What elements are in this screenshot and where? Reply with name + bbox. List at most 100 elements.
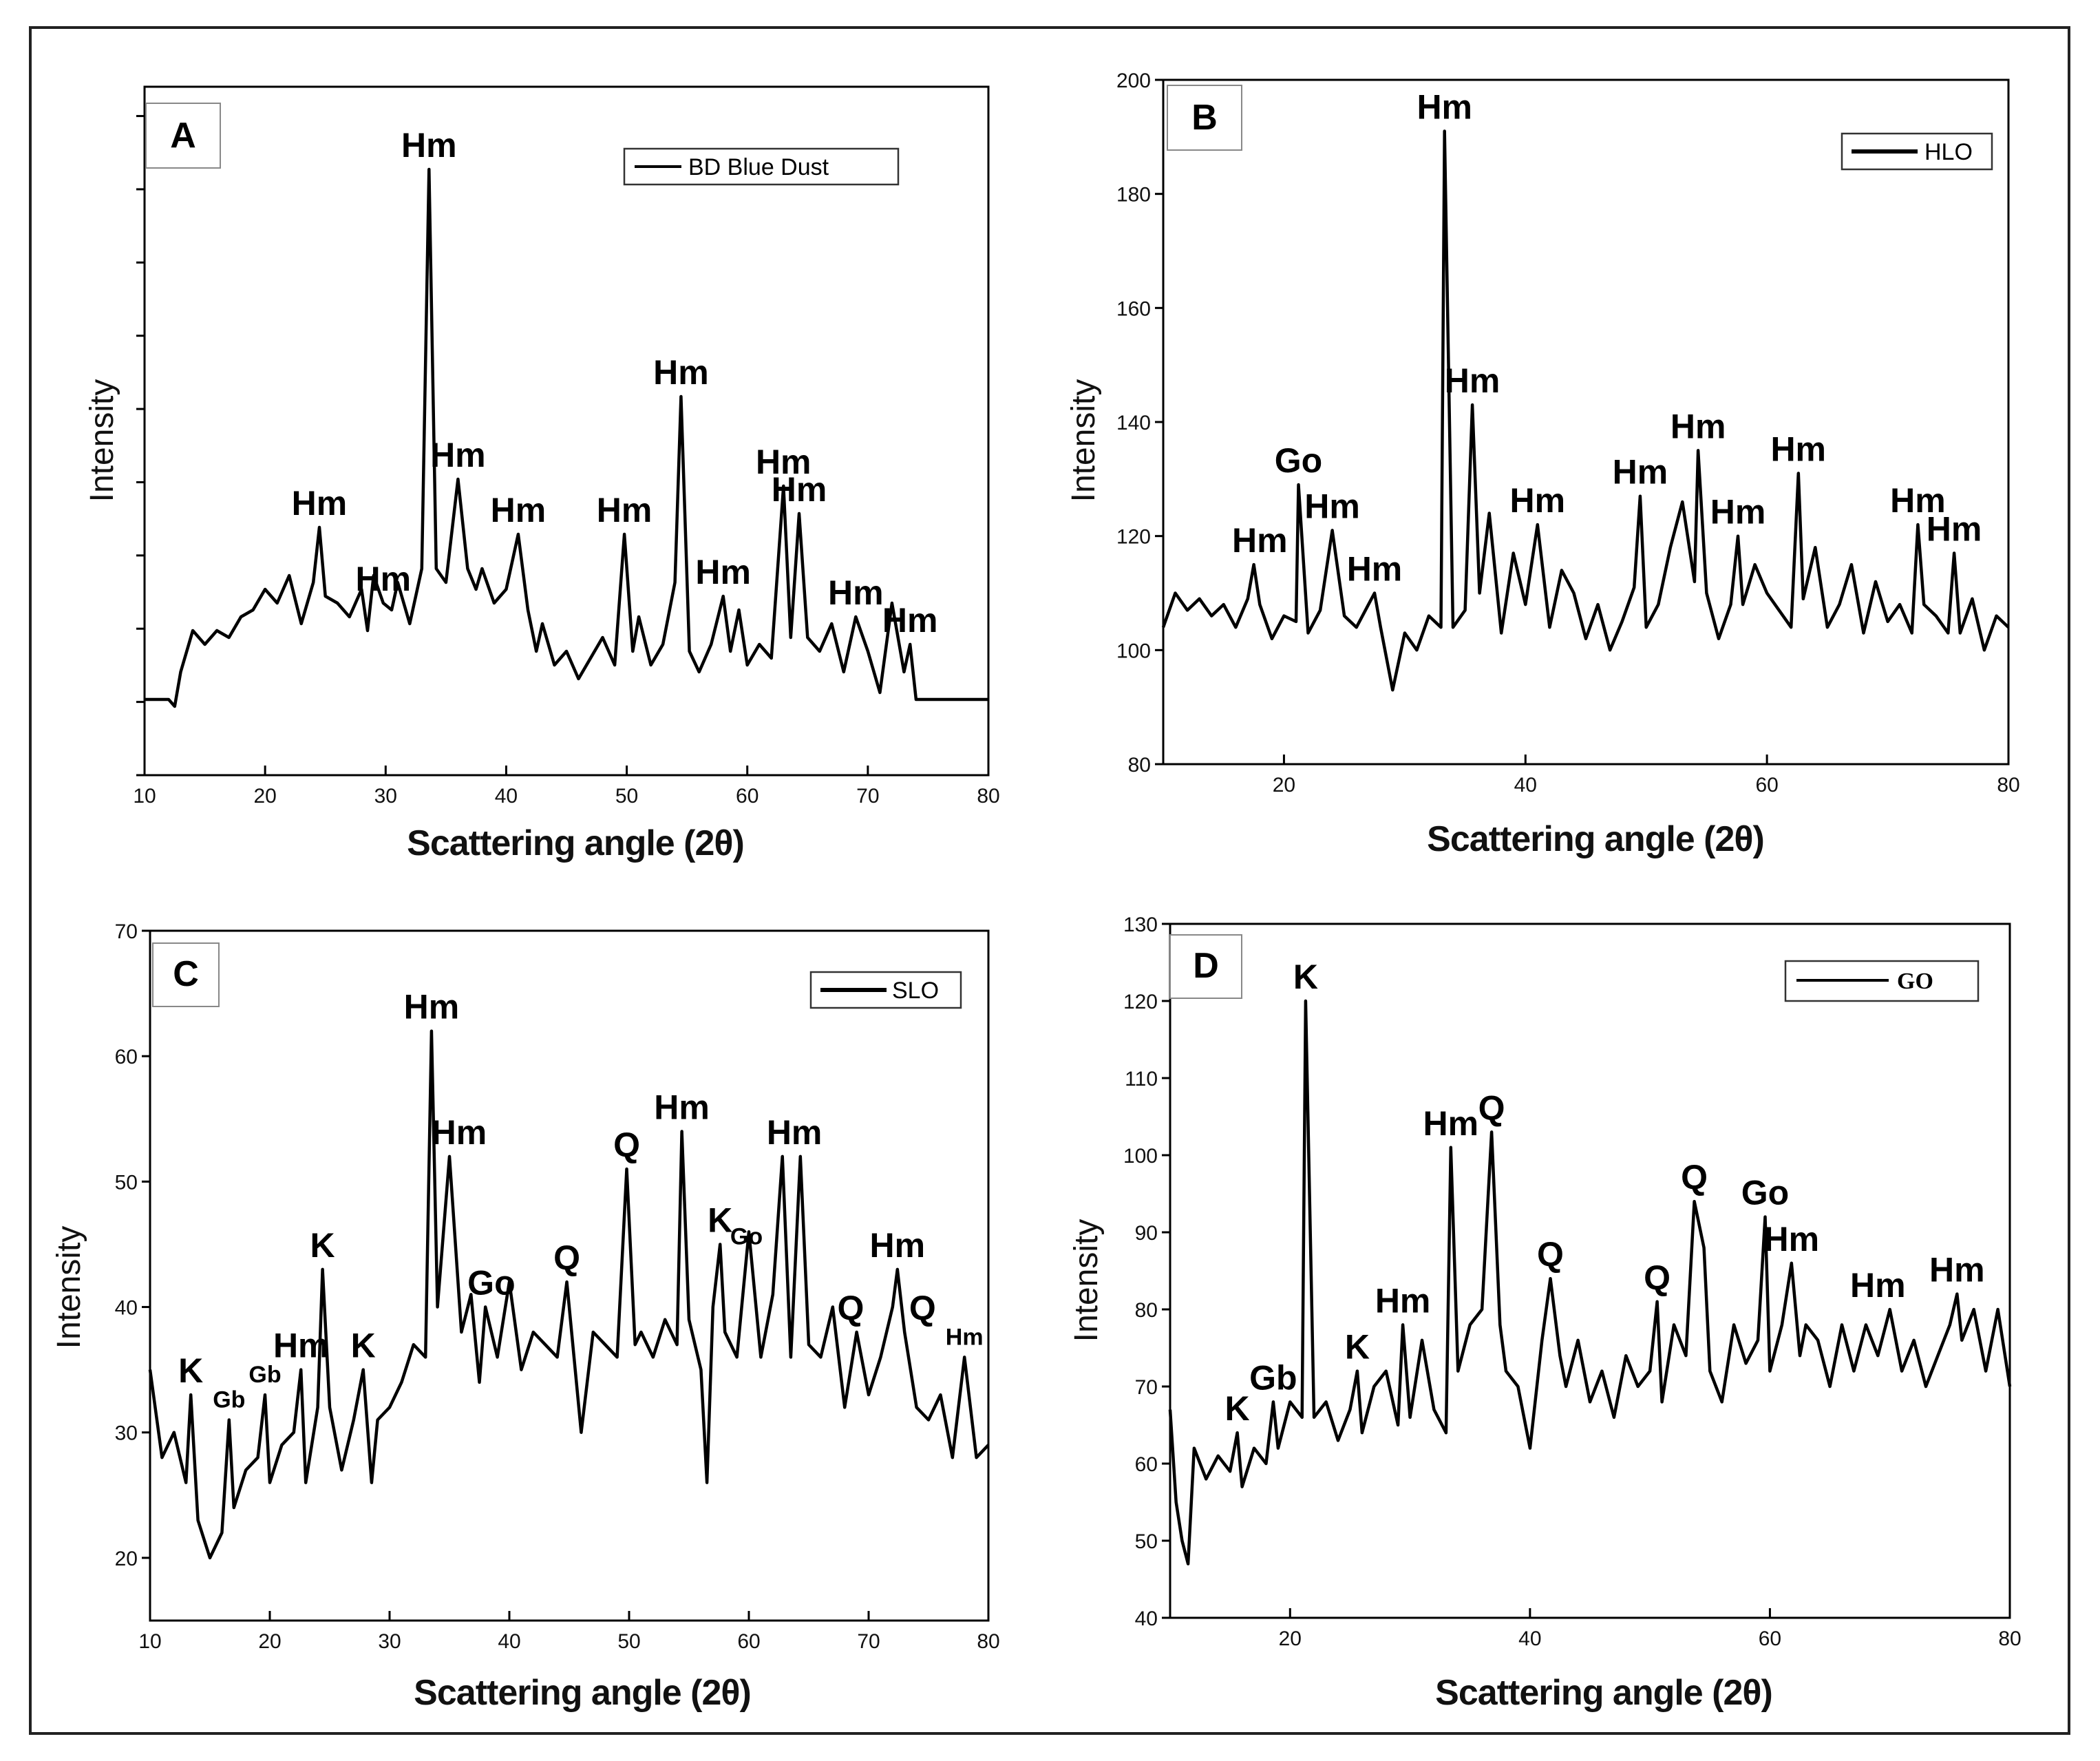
panel-b-x-tick-label: 40 [1514,774,1537,797]
panel-a-x-tick-label: 50 [615,785,638,808]
panel-d-plot: 20 40 60 80405060708090100110120130KGbKHmKH… [1123,914,2022,1650]
panel-d-y-tick-label: 40 [1135,1607,1158,1630]
panel-d-y-tick-label: 70 [1135,1376,1158,1399]
panel-c-peak-label: Q [909,1289,936,1327]
panel-c-y-tick-label: 30 [115,1422,138,1445]
panel-d-tag: D [1193,946,1219,986]
panel-a-legend-label: BD Blue Dust [688,154,829,180]
panel-a-peak-label: Hm [695,553,751,591]
panel-c-plot-area [149,929,990,1622]
panel-a-x-axis-label: Scattering angle (2θ) [407,823,744,863]
panel-b-x-tick-label: 20 [1273,774,1295,797]
panel-d-peak-label: K [1225,1389,1250,1428]
panel-a-peak-label: Hm [828,573,884,612]
panel-c-peak-label: Go [730,1224,763,1250]
panel-d-peak-label: Hm [1764,1220,1820,1258]
panel-a-plot-area [143,85,990,777]
panel-b-y-tick-label: 120 [1116,526,1151,549]
panel-a-series-line [145,167,988,708]
panel-c-x-tick-label: 30 [378,1630,401,1653]
panel-d-peak-label: Q [1681,1158,1708,1196]
panel-c-peak-label: Hm [654,1088,710,1126]
panel-d-x-tick-label: 40 [1518,1627,1541,1650]
figure-border [29,26,2070,1735]
panel-c-plot: 10 20 30 40 50 60 70 80203040506070KGbGbHmKKHmH… [115,920,1000,1653]
panel-c-x-tick-label: 80 [977,1630,999,1653]
panel-d-peak-label: Hm [1375,1281,1431,1320]
panel-b-x-tick-label: 80 [1997,774,2019,797]
panel-b-plot: 20 40 60 8080100120140160180200HmGoHmHmHmHm… [1116,70,2020,797]
panel-b-tag-box [1167,85,1242,151]
panel-d-y-tick-label: 60 [1135,1453,1158,1476]
panel-c-peak-label: Go [467,1264,515,1303]
panel-b-peak-label: Hm [1927,510,1982,549]
panel-c-y-axis-label: Intensity [51,1226,87,1349]
panel-d-plot-area [1169,922,2011,1619]
panel-a-peak-label: Hm [772,470,827,509]
panel-b-y-tick-label: 140 [1116,412,1151,434]
panel-c-y-tick-label: 70 [115,920,138,943]
panel-a-peak-label: Hm [597,491,653,529]
panel-c-peak-label: K [178,1351,203,1390]
panel-d-y-axis-label: Intensity [1068,1219,1105,1342]
panel-a-peak-label: Hm [491,491,547,529]
panel-a-legend: BD Blue Dust [623,147,900,186]
panel-b-peak-label: Hm [1613,453,1668,492]
panel-c-peak-label: Hm [946,1324,984,1350]
panel-c-x-tick-label: 40 [498,1630,520,1653]
panel-b-tag: B [1191,98,1218,138]
panel-d-peak-label: Hm [1929,1251,1985,1289]
panel-c-peak-label: K [310,1226,335,1265]
panel-d-legend: GO [1784,960,1980,1002]
panel-b-series-line [1161,129,2010,692]
panel-d-peak-label: Gb [1249,1358,1297,1397]
panel-b-plot-area [1162,78,2010,766]
panel-d-y-tick-label: 110 [1125,1068,1158,1090]
panel-a-peak-label: Hm [653,353,709,392]
panel-a-peak-label: Hm [882,601,938,640]
panel-d-y-tick-label: 90 [1135,1222,1158,1245]
panel-a-x-tick-label: 30 [374,785,397,808]
panel-a-tag-box [145,103,221,169]
panel-b-y-tick-label: 180 [1116,184,1151,207]
panel-c-legend: SLO [809,971,962,1009]
panel-b-peak-label: Go [1275,441,1322,480]
panel-c-x-tick-label: 70 [857,1630,880,1653]
panel-c-y-tick-label: 40 [115,1297,138,1320]
panel-c-peak-label: Hm [404,988,460,1026]
panel-b-peak-label: Hm [1890,481,1946,520]
panel-b-x-axis-label: Scattering angle (2θ) [1427,819,1764,859]
panel-d-y-tick-label: 130 [1123,914,1158,936]
panel-d-x-tick-label: 60 [1759,1627,1781,1650]
panel-d-peak-label: Hm [1850,1266,1906,1305]
panel-b-peak-label: Hm [1232,521,1288,560]
panel-a-tag: A [170,116,196,156]
panel-d-y-tick-label: 50 [1135,1530,1158,1553]
panel-c-x-tick-label: 60 [737,1630,760,1653]
panel-c-x-tick-label: 20 [258,1630,281,1653]
panel-c-tag-box [152,942,220,1007]
panel-d-peak-label: Q [1478,1088,1505,1127]
panel-d-series-line [1168,999,2012,1565]
panel-d-y-tick-label: 80 [1135,1299,1158,1322]
panel-b-legend: HLO [1841,132,1993,171]
panel-a-x-tick-label: 70 [856,785,879,808]
panel-c-y-tick-label: 50 [115,1171,138,1194]
panel-b-y-tick-label: 200 [1116,70,1151,92]
panel-d-x-axis-label: Scattering angle (2θ) [1435,1673,1772,1713]
panel-d-y-tick-label: 120 [1123,991,1158,1013]
panel-b-y-tick-label: 80 [1128,754,1151,777]
panel-a-x-tick-label: 20 [253,785,276,808]
panel-d-peak-label: K [1345,1328,1370,1367]
panel-d-y-tick-label: 100 [1123,1145,1158,1168]
panel-c-peak-label: Hm [767,1113,823,1152]
panel-c-peak-label: Hm [432,1113,487,1152]
panel-d-peak-label: Q [1537,1235,1564,1274]
panel-c-peak-label: Q [613,1126,640,1164]
panel-c-x-tick-label: 10 [138,1630,161,1653]
panel-c-peak-label: Hm [869,1226,925,1265]
panel-c-series-line [148,1029,990,1560]
panel-d-peak-label: Hm [1423,1104,1479,1143]
